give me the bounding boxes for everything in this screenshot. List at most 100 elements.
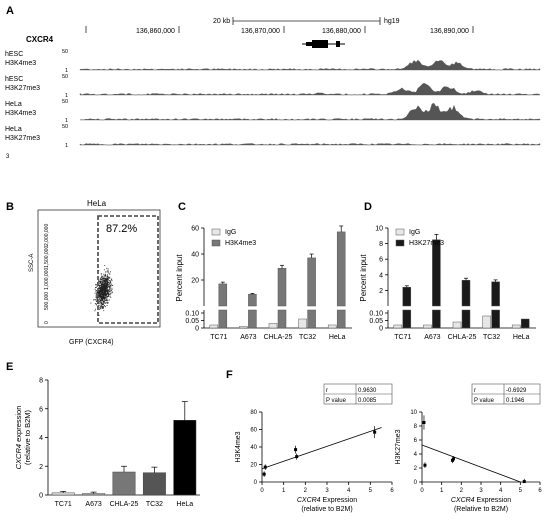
y-tick-label: 8 <box>39 378 43 385</box>
x-axis-label-1: CXCR4 Expression <box>451 497 511 504</box>
facs-plot-frame <box>37 209 161 328</box>
bar <box>393 324 403 329</box>
legend-swatch <box>395 239 405 247</box>
track-mark: H3K27me3 <box>5 85 40 92</box>
data-point <box>262 472 266 476</box>
facs-xlabel: GFP (CXCR4) <box>69 339 114 346</box>
track-min: 1 <box>65 93 68 99</box>
y-tick-label: 6 <box>414 438 418 444</box>
panel-label-f: F <box>226 369 233 381</box>
track-mark: H3K27me3 <box>5 135 40 142</box>
bar-lower-segment <box>336 309 346 329</box>
panel-label-b: B <box>6 201 14 213</box>
regression-line <box>421 444 521 483</box>
data-point <box>423 463 427 467</box>
x-tick-label: TC32 <box>483 334 500 341</box>
track-min: 1 <box>65 143 68 149</box>
stats-label: r <box>326 388 328 394</box>
x-tick-label: TC32 <box>146 501 163 508</box>
track-min: 1 <box>65 118 68 124</box>
x-tick-label: 0 <box>260 488 264 494</box>
panel-label-e: E <box>6 361 13 373</box>
stats-label: P value <box>474 398 495 404</box>
data-point <box>294 448 298 452</box>
y-tick-label: 2 <box>39 464 43 471</box>
bar <box>402 287 412 307</box>
stats-label: r <box>474 388 476 394</box>
x-tick-label: TC32 <box>299 334 316 341</box>
bar <box>423 324 432 329</box>
track-mark: H3K4me3 <box>5 60 36 67</box>
facs-ylabel: SSC-A <box>29 254 35 272</box>
gene-model <box>302 40 345 48</box>
y-axis-label: CXCR4 expression <box>14 406 23 470</box>
facs-scatter <box>90 265 114 316</box>
y-tick-label: 0 <box>195 326 199 333</box>
track-signal <box>79 59 541 71</box>
x-tick-label: 2 <box>304 488 308 494</box>
x-tick-label: TC71 <box>210 334 227 341</box>
legend-label: H3K4me3 <box>225 240 256 247</box>
x-tick-label: 4 <box>499 488 503 494</box>
legend-swatch <box>211 228 221 236</box>
panel-c-chart: 20 40 60 00.050.10 Percent input TC71 A673 CHLA… <box>175 226 352 341</box>
bar-lower-segment <box>277 309 287 329</box>
track-max: 50 <box>62 124 68 130</box>
track-group: hESCH3K4me3501hESCH3K27me3501HeLaH3K4me3… <box>5 49 541 149</box>
x-tick-label: 1 <box>440 488 444 494</box>
x-tick-label: 1 <box>282 488 286 494</box>
x-tick-label: TC71 <box>394 334 411 341</box>
ytick-label: 1,500,000 <box>44 246 50 268</box>
y-tick-label: 0.10 <box>185 311 199 318</box>
scale-label: 20 kb <box>213 18 230 25</box>
y-tick-label: 40 <box>250 445 257 451</box>
bar <box>461 280 471 307</box>
y-axis-label: H3K4me3 <box>235 431 242 462</box>
bar-lower-segment <box>461 309 471 329</box>
ytick-label: 0 <box>44 321 50 324</box>
legend-swatch <box>211 239 221 247</box>
bar <box>511 324 521 329</box>
panel-label-d: D <box>364 201 372 213</box>
legend-label: IgG <box>225 229 236 236</box>
coord-4: 136,890,000 <box>430 28 469 35</box>
y-tick-label: 20 <box>191 278 199 285</box>
track-max: 50 <box>62 49 68 55</box>
x-tick-label: A673 <box>424 334 440 341</box>
y-tick-label: 10 <box>410 410 417 416</box>
gene-label: CXCR4 <box>26 35 54 44</box>
bar <box>239 326 248 329</box>
x-tick-label: 6 <box>390 488 394 494</box>
y-tick-label: 80 <box>250 410 257 416</box>
bar-lower-segment <box>402 309 412 329</box>
bar-lower-segment <box>491 309 500 329</box>
bar <box>248 294 257 307</box>
bar <box>432 239 441 307</box>
track-signal <box>79 143 541 146</box>
bar <box>336 231 346 307</box>
coord-3: 136,880,000 <box>322 28 361 35</box>
panel-b: B HeLa 87.2% 2,000,000 1,500,000 1,000,0… <box>6 199 161 346</box>
y-tick-label: 20 <box>250 463 257 469</box>
bar <box>209 324 219 329</box>
y-tick-label: 8 <box>414 424 418 430</box>
stats-label: P value <box>326 398 347 404</box>
x-tick-label: 2 <box>460 488 464 494</box>
y-tick-label: 4 <box>414 452 418 458</box>
data-point <box>295 455 299 459</box>
ytick-label: 1,000,000 <box>44 268 50 290</box>
bar <box>82 493 106 496</box>
facs-gate <box>97 215 159 324</box>
data-point <box>522 480 526 484</box>
x-tick-label: A673 <box>85 501 101 508</box>
gate-percentage: 87.2% <box>106 223 137 235</box>
data-point <box>373 430 377 434</box>
track-cell-line: hESC <box>5 76 23 83</box>
y-tick-label: 0 <box>379 326 383 333</box>
panel-d-chart: 2 4 6 8 10 00.050.10 Percent input TC71 A673 CHLA… <box>359 226 536 341</box>
track-cell-line: HeLa <box>5 126 22 133</box>
track-max: 50 <box>62 99 68 105</box>
y-tick-label: 8 <box>379 241 383 248</box>
y-tick-label: 2 <box>379 288 383 295</box>
